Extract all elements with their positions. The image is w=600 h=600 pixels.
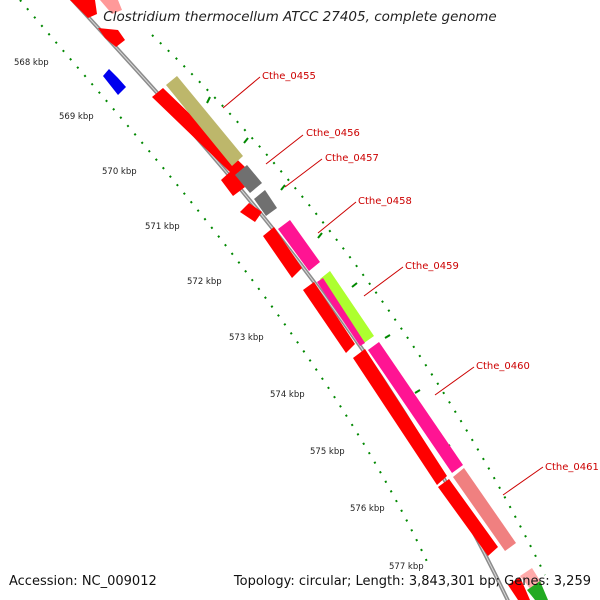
tick-label-569: 569 kbp	[59, 112, 94, 122]
gene-bottom-red	[508, 577, 530, 600]
gene-lime-Cthe_0459	[320, 271, 374, 343]
tick-label-571: 571 kbp	[145, 222, 180, 232]
tick-label-573: 573 kbp	[229, 333, 264, 343]
gene-red-e	[303, 282, 355, 353]
tick-label-570: 570 kbp	[102, 167, 137, 177]
gene-label-3: Cthe_0458	[358, 196, 412, 207]
gene-top-red-1	[70, 0, 97, 18]
tick-label-576: 576 kbp	[350, 504, 385, 514]
label-leaders	[222, 76, 544, 496]
gene-top-pink	[100, 0, 122, 14]
gene-salmon-Cthe_0461	[453, 468, 516, 551]
gene-gray-Cthe_0456	[235, 165, 262, 193]
tick-label-574: 574 kbp	[270, 390, 305, 400]
topology-text: Topology: circular; Length: 3,843,301 bp…	[233, 574, 591, 589]
gene-label-1: Cthe_0456	[306, 128, 360, 139]
gene-label-5: Cthe_0460	[476, 361, 530, 372]
gene-label-0: Cthe_0455	[262, 71, 316, 82]
accession-text: Accession: NC_009012	[9, 574, 157, 589]
kbp-scale-ruler	[19, 0, 431, 569]
gene-magenta-2	[317, 278, 365, 346]
gene-red-g	[438, 479, 498, 556]
tick-label-568: 568 kbp	[14, 58, 49, 68]
gene-blue	[103, 69, 126, 95]
gene-label-4: Cthe_0459	[405, 261, 459, 272]
gene-red-f	[353, 349, 447, 485]
gene-red-b	[221, 170, 245, 196]
gene-gray-Cthe_0457	[254, 190, 277, 216]
genome-backbone-inner	[71, 0, 509, 600]
gene-red-d	[263, 227, 302, 278]
tick-label-577: 577 kbp	[389, 562, 424, 572]
gene-top-red-2	[98, 28, 125, 47]
gene-label-2: Cthe_0457	[325, 153, 379, 164]
map-title: Clostridium thermocellum ATCC 27405, com…	[103, 9, 497, 25]
genome-backbone	[69, 0, 510, 600]
gene-olive-Cthe_0455	[166, 76, 243, 166]
gene-magenta-Cthe_0460	[368, 342, 463, 473]
gene-red-c	[240, 203, 262, 222]
gene-magenta-Cthe_0458	[278, 220, 320, 271]
tick-label-572: 572 kbp	[187, 277, 222, 287]
gene-red-a	[152, 88, 245, 176]
gene-label-6: Cthe_0461	[545, 462, 599, 473]
tick-label-575: 575 kbp	[310, 447, 345, 457]
gene-bottom-green	[527, 581, 548, 600]
